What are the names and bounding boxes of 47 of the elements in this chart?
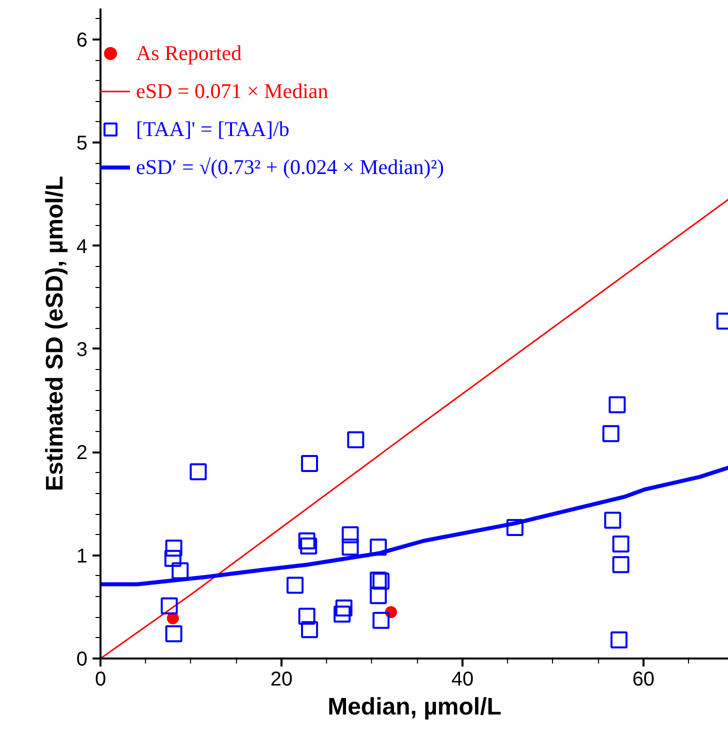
point	[172, 562, 189, 580]
point	[165, 625, 182, 642]
point	[604, 512, 622, 529]
y-tick-label: 4	[76, 236, 88, 258]
x-tick-label: 40	[451, 668, 474, 690]
point	[301, 455, 318, 472]
point	[370, 572, 387, 589]
point	[372, 612, 390, 629]
y-tick-label: 1	[76, 545, 88, 568]
point	[612, 556, 630, 574]
point	[608, 396, 626, 414]
point	[165, 540, 182, 557]
line-series	[100, 466, 728, 586]
point	[298, 532, 316, 550]
point	[347, 431, 364, 448]
x-axis-title: Median, µmol/L	[328, 694, 502, 720]
y-tick-label: 5	[76, 132, 88, 155]
point	[372, 572, 390, 590]
y-tick-label: 2	[76, 442, 88, 464]
point	[602, 425, 620, 442]
point	[190, 463, 207, 480]
point	[160, 597, 178, 614]
point	[342, 538, 359, 556]
point	[298, 608, 316, 625]
legend-label: eSD′ = √(0.73² + (0.024 × Median)²)	[136, 154, 444, 180]
legend-label: eSD = 0.071 × Median	[136, 78, 328, 104]
point	[506, 518, 524, 536]
point	[334, 606, 351, 623]
point	[335, 599, 352, 616]
legend-label: [TAA]' = [TAA]/b	[136, 116, 290, 142]
y-axis-title: Estimated SD (eSD), µmol/L	[41, 176, 68, 492]
point	[286, 576, 304, 594]
y-tick-label: 6	[76, 29, 88, 52]
point	[301, 621, 318, 638]
x-tick-label: 60	[632, 668, 655, 690]
point	[164, 550, 182, 567]
point	[370, 538, 387, 556]
legend-label: As Reported	[136, 40, 242, 66]
x-tick-label: 20	[270, 668, 293, 690]
point	[612, 535, 630, 552]
point	[342, 526, 359, 544]
point	[300, 538, 318, 555]
point	[370, 587, 387, 604]
point	[610, 631, 628, 648]
y-tick-label: 3	[76, 338, 88, 361]
x-tick-label: 0	[94, 668, 106, 690]
y-tick-label: 0	[76, 648, 88, 670]
